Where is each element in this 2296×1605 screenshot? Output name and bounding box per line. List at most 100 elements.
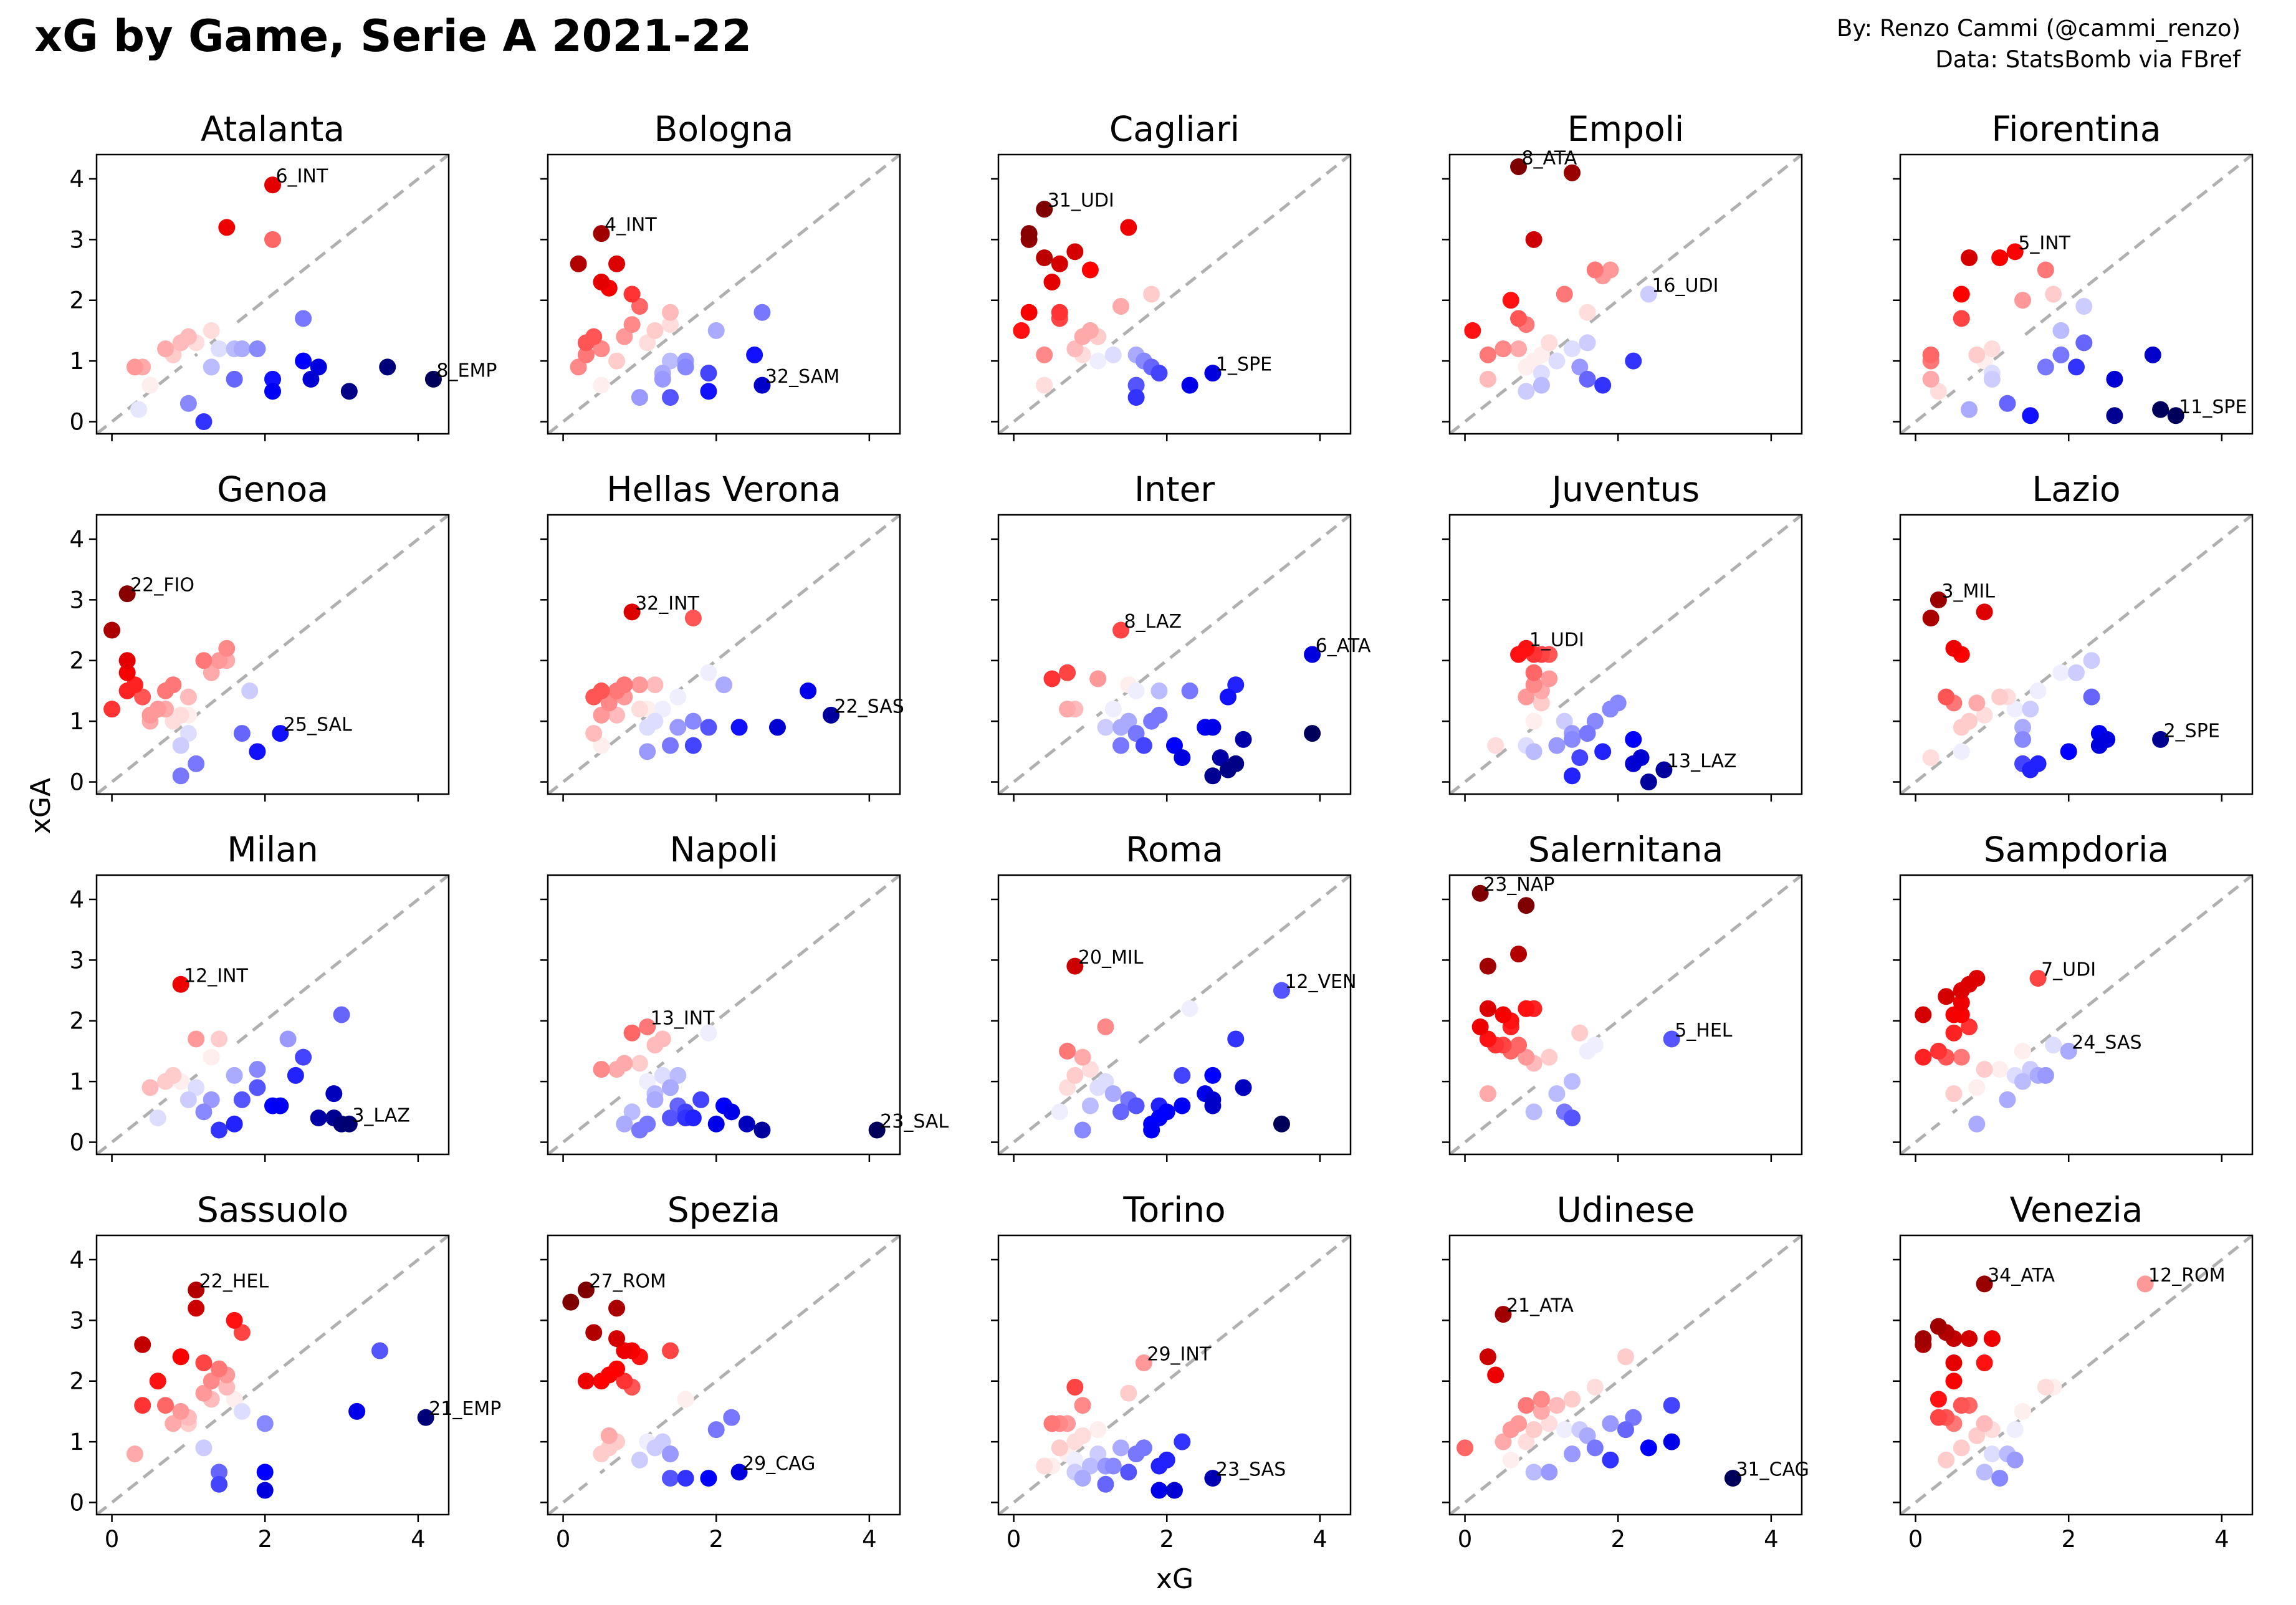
data-point: [1518, 688, 1535, 706]
data-point: [1617, 1348, 1634, 1366]
data-point: [149, 1109, 166, 1127]
panel-title: Spezia: [667, 1190, 781, 1230]
y-tick-label: 1: [69, 708, 84, 735]
y-tick-label: 2: [69, 1008, 84, 1035]
panel-roma: Roma 20_MIL 12_VEN: [991, 830, 1357, 1162]
data-point: [179, 395, 197, 412]
data-point: [616, 328, 633, 345]
data-point: [1036, 1457, 1053, 1475]
diagonal-reference-line: [1900, 875, 2252, 1154]
data-point: [1510, 946, 1528, 963]
data-point: [662, 352, 679, 370]
panel-frame: [1448, 153, 1803, 435]
data-point: [1915, 1048, 1932, 1066]
data-point: [1579, 304, 1596, 321]
y-tick-label: 3: [69, 587, 84, 613]
y-tick-label: 1: [69, 1068, 84, 1095]
data-point: [616, 1055, 633, 1072]
data-point: [1953, 1048, 1970, 1066]
x-tick-label: 0: [556, 1526, 571, 1553]
diagonal-reference-line: [548, 515, 900, 794]
point-annotation: 8_ATA: [1522, 147, 1577, 169]
data-point: [2029, 755, 2047, 772]
data-point: [1518, 383, 1535, 400]
data-point: [1945, 1006, 1963, 1023]
data-point: [1181, 682, 1198, 699]
data-point: [1518, 1433, 1535, 1450]
data-point: [226, 1391, 243, 1408]
data-point: [2167, 407, 2184, 424]
data-point: [1953, 719, 1970, 736]
data-point: [639, 1073, 656, 1090]
data-point: [1586, 712, 1604, 730]
diagonal-reference-line: [1900, 155, 2252, 434]
panel-plot-area: [1900, 515, 2252, 794]
panel-plot-area: [1450, 515, 1802, 794]
panel-title: Genoa: [217, 469, 328, 509]
data-point: [1518, 1397, 1535, 1414]
data-point: [211, 1121, 228, 1139]
point-annotation: 6_ATA: [1316, 635, 1371, 657]
data-point: [1081, 261, 1099, 279]
data-point: [1097, 1018, 1114, 1035]
data-point: [218, 322, 236, 339]
data-point: [203, 358, 220, 376]
data-point: [264, 383, 281, 400]
data-point: [1204, 1097, 1222, 1114]
panel-inter: Inter 8_LAZ 6_ATA: [991, 469, 1371, 802]
diagonal-reference-line: [97, 155, 449, 434]
point-annotation: 20_MIL: [1078, 947, 1144, 969]
data-point: [1074, 1121, 1091, 1139]
data-point: [1579, 370, 1596, 388]
data-point: [1104, 1457, 1122, 1475]
data-point: [340, 1115, 358, 1133]
data-point: [1564, 731, 1581, 748]
data-point: [1181, 1000, 1198, 1017]
data-point: [715, 676, 732, 694]
panel-spezia: Spezia 0 2 4 27_ROM 29_CAG: [540, 1190, 901, 1553]
data-point: [1655, 761, 1673, 779]
point-annotation: 4_INT: [605, 214, 657, 236]
panel-frame: [1899, 153, 2254, 435]
data-point: [608, 1330, 626, 1348]
data-point: [684, 712, 702, 730]
point-annotation: 27_ROM: [589, 1271, 666, 1293]
data-point: [1938, 688, 1955, 706]
diagonal-reference-line: [97, 875, 449, 1154]
x-tick-label: 0: [1908, 1526, 1923, 1553]
data-point: [141, 376, 159, 394]
data-point: [593, 274, 610, 291]
panel-title: Juventus: [1550, 469, 1700, 509]
data-point: [723, 1409, 740, 1426]
data-point: [1066, 957, 1084, 975]
x-tick-label: 2: [2061, 1526, 2076, 1553]
panel-plot-area: [998, 1235, 1351, 1515]
y-tick-label: 0: [69, 1490, 84, 1516]
data-point: [1976, 1464, 1993, 1481]
data-point: [226, 1311, 243, 1329]
data-point: [2037, 1066, 2054, 1084]
data-point: [1143, 285, 1160, 303]
panel-frame: [1899, 514, 2254, 795]
y-tick-label: 4: [69, 526, 84, 553]
data-point: [1081, 1097, 1099, 1114]
data-point: [1081, 1457, 1099, 1475]
data-point: [1304, 725, 1321, 742]
data-point: [179, 725, 197, 742]
data-point: [1036, 346, 1053, 363]
data-point: [577, 1373, 595, 1390]
data-point: [669, 688, 687, 706]
data-point: [264, 176, 281, 194]
point-annotation: 22_SAS: [834, 696, 904, 717]
point-annotation: 13_INT: [651, 1007, 715, 1029]
data-point: [631, 389, 648, 406]
data-point: [1174, 1097, 1191, 1114]
data-point: [593, 706, 610, 724]
panel-plot-area: [97, 875, 449, 1154]
data-point: [1617, 1421, 1634, 1439]
diagonal-reference-line: [1900, 1235, 2252, 1515]
point-annotation: 32_SAM: [765, 366, 839, 388]
data-point: [1564, 767, 1581, 785]
panel-frame: [1448, 514, 1803, 795]
data-point: [2037, 261, 2054, 279]
